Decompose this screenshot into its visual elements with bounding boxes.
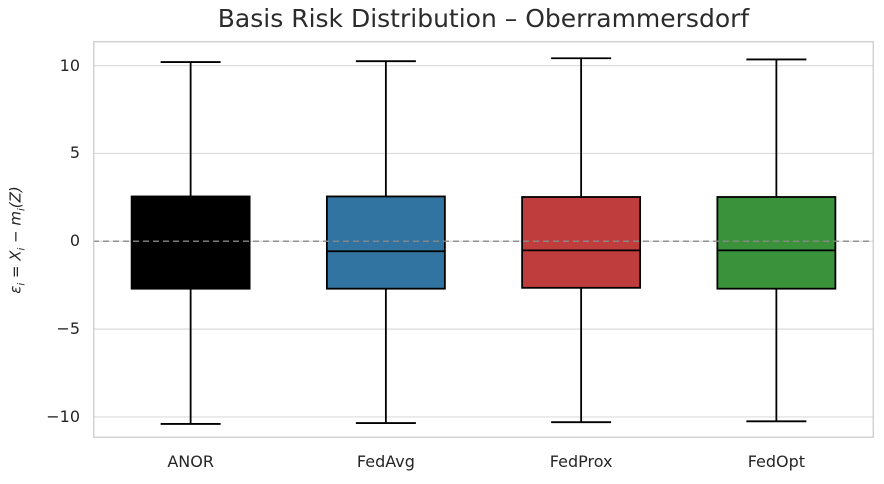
chart-title: Basis Risk Distribution – Oberrammersdor… [217, 4, 750, 33]
y-tick-label: 10 [59, 55, 80, 75]
x-tick-label: FedAvg [356, 452, 415, 471]
y-tick-label: 0 [69, 231, 80, 251]
iqr-box [521, 196, 642, 289]
box-fedopt [716, 58, 837, 423]
y-tick-label: 5 [69, 143, 80, 163]
plot-area [93, 41, 874, 438]
x-tick-label: FedOpt [747, 452, 806, 471]
iqr-box [325, 195, 446, 290]
x-tick-label: FedProx [549, 452, 613, 471]
box-fedavg [325, 60, 446, 424]
x-tick-label: ANOR [167, 452, 214, 471]
iqr-box [716, 196, 837, 290]
box-anor [130, 61, 251, 425]
iqr-box [130, 195, 251, 290]
axis-border [93, 41, 874, 438]
box-fedprox [521, 57, 642, 424]
y-tick-label: −10 [46, 406, 80, 426]
y-tick-label: −5 [56, 319, 80, 339]
